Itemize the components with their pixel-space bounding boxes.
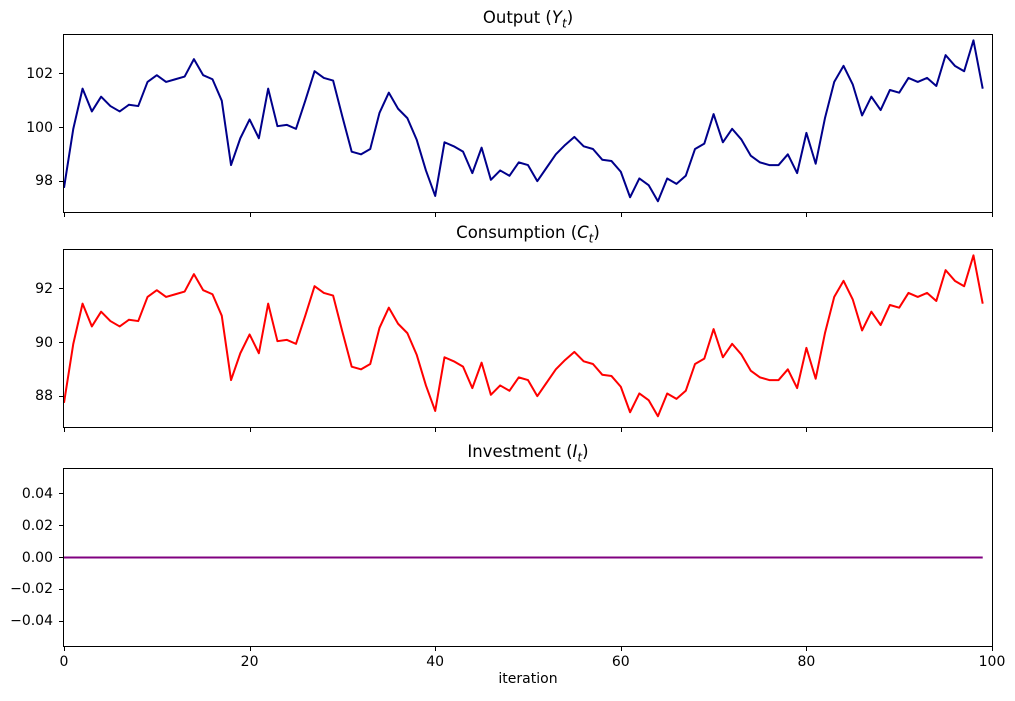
- x-tick-label: 80: [797, 654, 816, 670]
- investment-line-chart-canvas: [64, 556, 983, 559]
- title-subscript: t: [577, 450, 583, 465]
- y-tick-mark: [59, 620, 63, 622]
- consumption-plot-frame: [63, 249, 993, 428]
- x-tick-mark: [249, 647, 251, 651]
- x-tick-label: 20: [240, 654, 259, 670]
- x-tick-mark: [64, 647, 65, 651]
- x-tick-label: 0: [59, 654, 69, 670]
- x-tick-label: 60: [611, 654, 630, 670]
- x-tick-mark: [806, 428, 808, 432]
- y-tick-label: 0.04: [21, 485, 53, 502]
- x-tick-mark: [620, 213, 622, 217]
- y-tick-label: −0.02: [10, 581, 53, 598]
- x-tick-mark: [620, 647, 622, 651]
- output-series-line: [64, 39, 984, 203]
- title-text: Investment (: [467, 442, 573, 461]
- title-variable: I: [572, 442, 578, 461]
- title-text: ): [582, 442, 589, 461]
- y-tick-label: 0.02: [21, 517, 53, 534]
- x-tick-mark: [992, 647, 993, 651]
- x-tick-mark: [806, 647, 808, 651]
- output-plot-title: Output (Yt): [63, 8, 993, 31]
- y-tick-label: 100: [26, 119, 53, 136]
- x-tick-mark: [806, 213, 808, 217]
- consumption-line-chart-canvas: [64, 254, 984, 418]
- x-tick-mark: [435, 647, 437, 651]
- y-tick-mark: [59, 73, 63, 75]
- output-plot-frame: [63, 34, 993, 213]
- title-subscript: t: [588, 231, 594, 246]
- title-text: Consumption (: [456, 223, 578, 242]
- y-tick-mark: [59, 342, 63, 343]
- y-tick-mark: [59, 127, 63, 128]
- x-tick-mark: [435, 213, 437, 217]
- x-tick-mark: [64, 428, 65, 432]
- consumption-series-line: [64, 254, 984, 418]
- y-tick-label: 88: [35, 388, 53, 405]
- x-tick-label: 100: [978, 654, 1006, 670]
- title-text: ): [593, 223, 600, 242]
- x-axis-label: iteration: [498, 671, 558, 687]
- investment-plot-frame: [63, 468, 993, 647]
- y-tick-mark: [59, 395, 63, 397]
- x-tick-mark: [620, 428, 622, 432]
- x-tick-mark: [992, 213, 993, 217]
- y-tick-label: 98: [35, 173, 53, 190]
- y-tick-mark: [59, 493, 63, 495]
- title-text: ): [566, 8, 574, 27]
- y-tick-label: −0.04: [10, 613, 53, 630]
- title-variable: C: [577, 223, 589, 242]
- investment-plot-title: Investment (It): [63, 442, 993, 465]
- y-tick-label: 102: [26, 65, 53, 82]
- y-tick-mark: [59, 180, 63, 182]
- y-tick-mark: [59, 525, 63, 527]
- x-tick-mark: [249, 428, 251, 432]
- title-text: Output (: [482, 8, 552, 27]
- x-tick-mark: [435, 428, 437, 432]
- x-tick-mark: [64, 213, 65, 217]
- title-variable: Y: [551, 8, 562, 27]
- consumption-plot-title: Consumption (Ct): [63, 223, 993, 246]
- y-tick-label: 90: [35, 334, 53, 351]
- title-subscript: t: [561, 16, 567, 31]
- y-tick-mark: [59, 288, 63, 290]
- x-tick-mark: [992, 428, 993, 432]
- y-tick-label: 92: [35, 280, 53, 297]
- x-tick-mark: [249, 213, 251, 217]
- y-tick-mark: [59, 557, 63, 558]
- x-tick-label: 40: [426, 654, 445, 670]
- output-line-chart-canvas: [64, 39, 984, 203]
- y-tick-label: 0.00: [21, 549, 53, 566]
- y-tick-mark: [59, 588, 63, 590]
